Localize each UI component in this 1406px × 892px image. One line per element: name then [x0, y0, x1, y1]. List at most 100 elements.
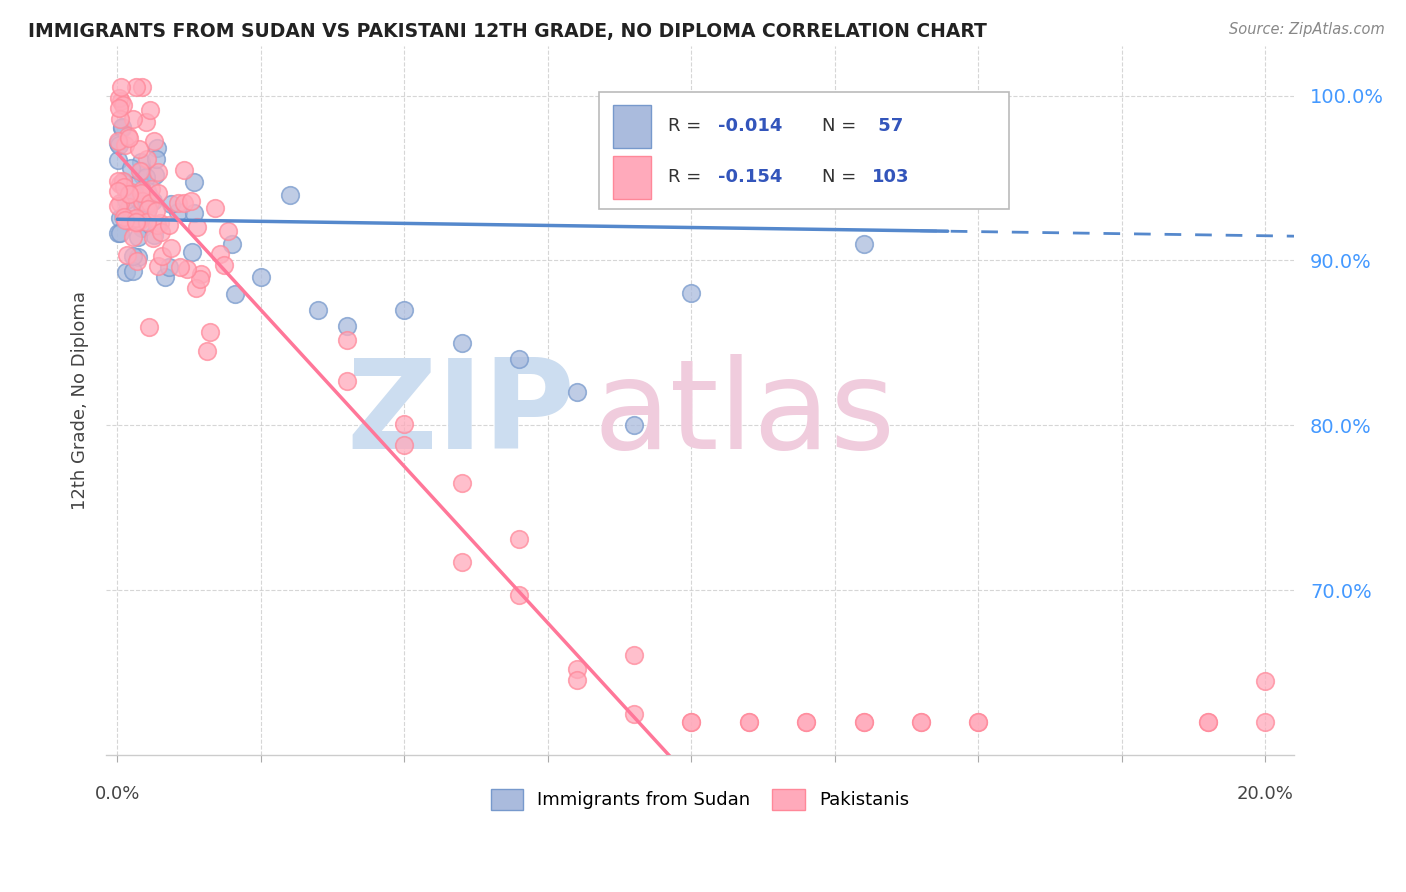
Point [565, 385, 588, 400]
Point [209, 247, 232, 261]
Point [108, 195, 131, 210]
Point [115, 265, 138, 279]
Text: IMMIGRANTS FROM SUDAN VS PAKISTANI 12TH GRADE, NO DIPLOMA CORRELATION CHART: IMMIGRANTS FROM SUDAN VS PAKISTANI 12TH … [28, 22, 987, 41]
Point [107, 138, 129, 153]
Point [738, 714, 761, 729]
FancyBboxPatch shape [613, 105, 651, 147]
Point [125, 216, 148, 230]
Point [136, 215, 159, 229]
Point [149, 216, 172, 230]
Point [738, 714, 761, 729]
Point [127, 250, 149, 264]
Point [450, 335, 472, 350]
Point [138, 197, 160, 211]
Point [112, 175, 135, 189]
Point [136, 152, 159, 166]
Point [111, 211, 134, 225]
Point [129, 164, 152, 178]
Point [110, 95, 132, 109]
Point [107, 173, 129, 187]
Point [118, 131, 141, 145]
Point [107, 134, 129, 148]
Point [135, 204, 157, 219]
Point [129, 213, 152, 227]
Point [224, 286, 246, 301]
Text: -0.154: -0.154 [718, 169, 782, 186]
Point [125, 190, 148, 204]
Point [138, 188, 160, 202]
Point [135, 169, 157, 184]
Point [120, 214, 142, 228]
Point [135, 115, 157, 129]
Point [183, 175, 205, 189]
Point [1254, 714, 1277, 729]
Point [394, 417, 416, 432]
Point [173, 162, 195, 177]
Point [794, 714, 817, 729]
Point [681, 286, 703, 301]
Text: 103: 103 [872, 169, 910, 186]
Point [173, 196, 195, 211]
Point [122, 249, 145, 263]
Point [122, 112, 145, 126]
Point [1254, 673, 1277, 688]
Point [107, 199, 129, 213]
Point [127, 230, 149, 244]
Point [108, 91, 131, 105]
Point [508, 532, 530, 546]
Point [129, 154, 152, 169]
Point [681, 714, 703, 729]
Point [122, 230, 145, 244]
Point [110, 80, 132, 95]
Point [145, 152, 167, 166]
Text: -0.014: -0.014 [718, 118, 782, 136]
Point [125, 215, 148, 229]
Point [852, 237, 875, 252]
Point [125, 80, 148, 95]
Point [129, 186, 152, 200]
Point [967, 714, 990, 729]
Point [127, 253, 149, 268]
Point [112, 98, 135, 112]
Point [565, 673, 588, 687]
Point [1197, 714, 1219, 729]
Point [111, 121, 134, 136]
Point [394, 302, 416, 317]
Point [186, 220, 208, 235]
Point [112, 210, 135, 224]
Point [139, 103, 162, 118]
Point [124, 211, 146, 225]
Point [217, 223, 239, 237]
Text: Source: ZipAtlas.com: Source: ZipAtlas.com [1229, 22, 1385, 37]
Point [152, 249, 174, 263]
Point [117, 248, 139, 262]
Point [128, 142, 150, 156]
Point [250, 269, 273, 284]
Point [794, 714, 817, 729]
Point [120, 161, 142, 176]
Point [114, 213, 136, 227]
Point [180, 194, 202, 208]
Point [145, 204, 167, 219]
Point [124, 186, 146, 201]
Point [565, 662, 588, 676]
Point [159, 218, 181, 232]
Point [450, 475, 472, 490]
Text: ZIP: ZIP [346, 354, 575, 475]
Point [852, 714, 875, 729]
Text: R =: R = [668, 118, 707, 136]
Point [157, 260, 180, 274]
Point [132, 198, 155, 212]
Point [131, 183, 153, 197]
Point [623, 418, 645, 433]
Point [181, 244, 204, 259]
Point [148, 259, 170, 273]
Point [107, 153, 129, 167]
Point [169, 260, 191, 275]
Point [394, 437, 416, 451]
Point [167, 205, 190, 219]
Point [1197, 714, 1219, 729]
Point [143, 228, 166, 243]
Point [153, 270, 176, 285]
Text: 20.0%: 20.0% [1237, 785, 1294, 803]
